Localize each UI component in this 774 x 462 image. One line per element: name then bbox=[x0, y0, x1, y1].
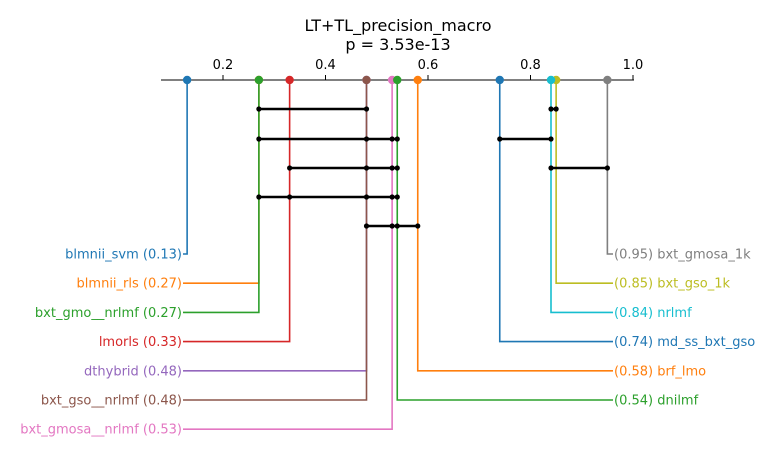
clique-dot bbox=[548, 106, 554, 112]
label-blmnii_rls: blmnii_rls (0.27) bbox=[77, 277, 182, 292]
connector-bxt_gso__nrlmf bbox=[183, 80, 368, 401]
connector-brf_lmo bbox=[416, 80, 613, 372]
connector-blmnii_svm bbox=[183, 80, 188, 255]
chart-subtitle: p = 3.53e-13 bbox=[345, 35, 450, 54]
connector-dthybrid bbox=[183, 80, 368, 372]
label-bxt_gso__nrlmf: bxt_gso__nrlmf (0.48) bbox=[41, 394, 182, 409]
clique-dot bbox=[287, 194, 293, 200]
x-tick-label: 0.6 bbox=[418, 58, 439, 73]
clique-dot bbox=[389, 194, 395, 200]
clique-dot bbox=[389, 165, 395, 171]
method-labels: blmnii_svm (0.13) blmnii_rls (0.27) bxt_gm… bbox=[20, 248, 755, 438]
marker-bxt_gmosa_1k bbox=[603, 75, 612, 85]
clique-dot bbox=[363, 106, 370, 112]
connector-bxt_gmosa_1k bbox=[606, 80, 613, 255]
label-dnilmf: (0.54) dnilmf bbox=[614, 394, 699, 409]
method-markers bbox=[182, 75, 612, 85]
label-bxt_gmosa__nrlmf: bxt_gmosa__nrlmf (0.53) bbox=[20, 423, 182, 438]
clique-dot bbox=[394, 194, 400, 200]
clique-dot bbox=[389, 136, 395, 142]
connector-dnilmf bbox=[396, 80, 613, 401]
marker-dnilmf bbox=[393, 75, 402, 85]
clique-dot bbox=[394, 165, 400, 171]
clique-dot bbox=[256, 106, 262, 112]
connector-md_ss_bxt_gso bbox=[498, 80, 613, 343]
clique-dot bbox=[553, 106, 559, 112]
label-dthybrid: dthybrid (0.48) bbox=[84, 364, 182, 379]
clique-dot bbox=[497, 136, 503, 142]
label-nrlmf: (0.84) nrlmf bbox=[614, 306, 692, 321]
clique-dot bbox=[287, 165, 293, 171]
marker-bxt_gmo__nrlmf bbox=[254, 75, 264, 85]
marker-lmorls bbox=[285, 75, 294, 85]
clique-dot bbox=[415, 223, 421, 229]
clique-dot bbox=[256, 194, 262, 200]
clique-dot bbox=[394, 223, 400, 229]
connector-bxt_gmo__nrlmf bbox=[183, 80, 260, 314]
x-tick-label: 1.0 bbox=[623, 58, 644, 73]
method-connectors bbox=[183, 80, 613, 431]
label-bxt_gso_1k: (0.85) bxt_gso_1k bbox=[614, 277, 731, 292]
clique-dot bbox=[548, 136, 554, 142]
label-brf_lmo: (0.58) brf_lmo bbox=[614, 364, 706, 379]
clique-dot bbox=[389, 223, 395, 229]
label-blmnii_svm: blmnii_svm (0.13) bbox=[65, 248, 182, 263]
connector-blmnii_rls bbox=[183, 80, 260, 285]
marker-bxt_gso__nrlmf bbox=[362, 75, 371, 85]
clique-dot bbox=[363, 136, 370, 142]
marker-md_ss_bxt_gso bbox=[495, 75, 504, 85]
marker-blmnii_svm bbox=[182, 75, 192, 85]
clique-dot bbox=[256, 136, 262, 142]
marker-brf_lmo bbox=[413, 75, 422, 85]
x-axis-ticks: 0.2 0.4 0.6 0.8 1.0 bbox=[213, 58, 644, 80]
connector-bxt_gmosa__nrlmf bbox=[183, 80, 393, 431]
label-bxt_gmosa_1k: (0.95) bxt_gmosa_1k bbox=[614, 248, 751, 263]
clique-dot bbox=[363, 223, 370, 229]
x-tick-label: 0.4 bbox=[315, 58, 336, 73]
connector-nrlmf bbox=[550, 80, 613, 314]
connector-lmorls bbox=[183, 80, 291, 343]
label-lmorls: lmorls (0.33) bbox=[99, 335, 182, 350]
x-tick-label: 0.2 bbox=[213, 58, 234, 73]
clique-dot bbox=[548, 165, 554, 171]
label-md_ss_bxt_gso: (0.74) md_ss_bxt_gso bbox=[614, 335, 755, 350]
clique-bars bbox=[256, 106, 610, 229]
clique-dot bbox=[363, 165, 370, 171]
chart-title: LT+TL_precision_macro bbox=[305, 16, 492, 36]
clique-dot bbox=[604, 165, 610, 171]
clique-dot bbox=[394, 136, 400, 142]
marker-nrlmf bbox=[546, 75, 556, 85]
x-tick-label: 0.8 bbox=[520, 58, 541, 73]
clique-dot bbox=[363, 194, 370, 200]
connector-bxt_gso_1k bbox=[555, 80, 613, 285]
label-bxt_gmo__nrlmf: bxt_gmo__nrlmf (0.27) bbox=[35, 306, 182, 321]
